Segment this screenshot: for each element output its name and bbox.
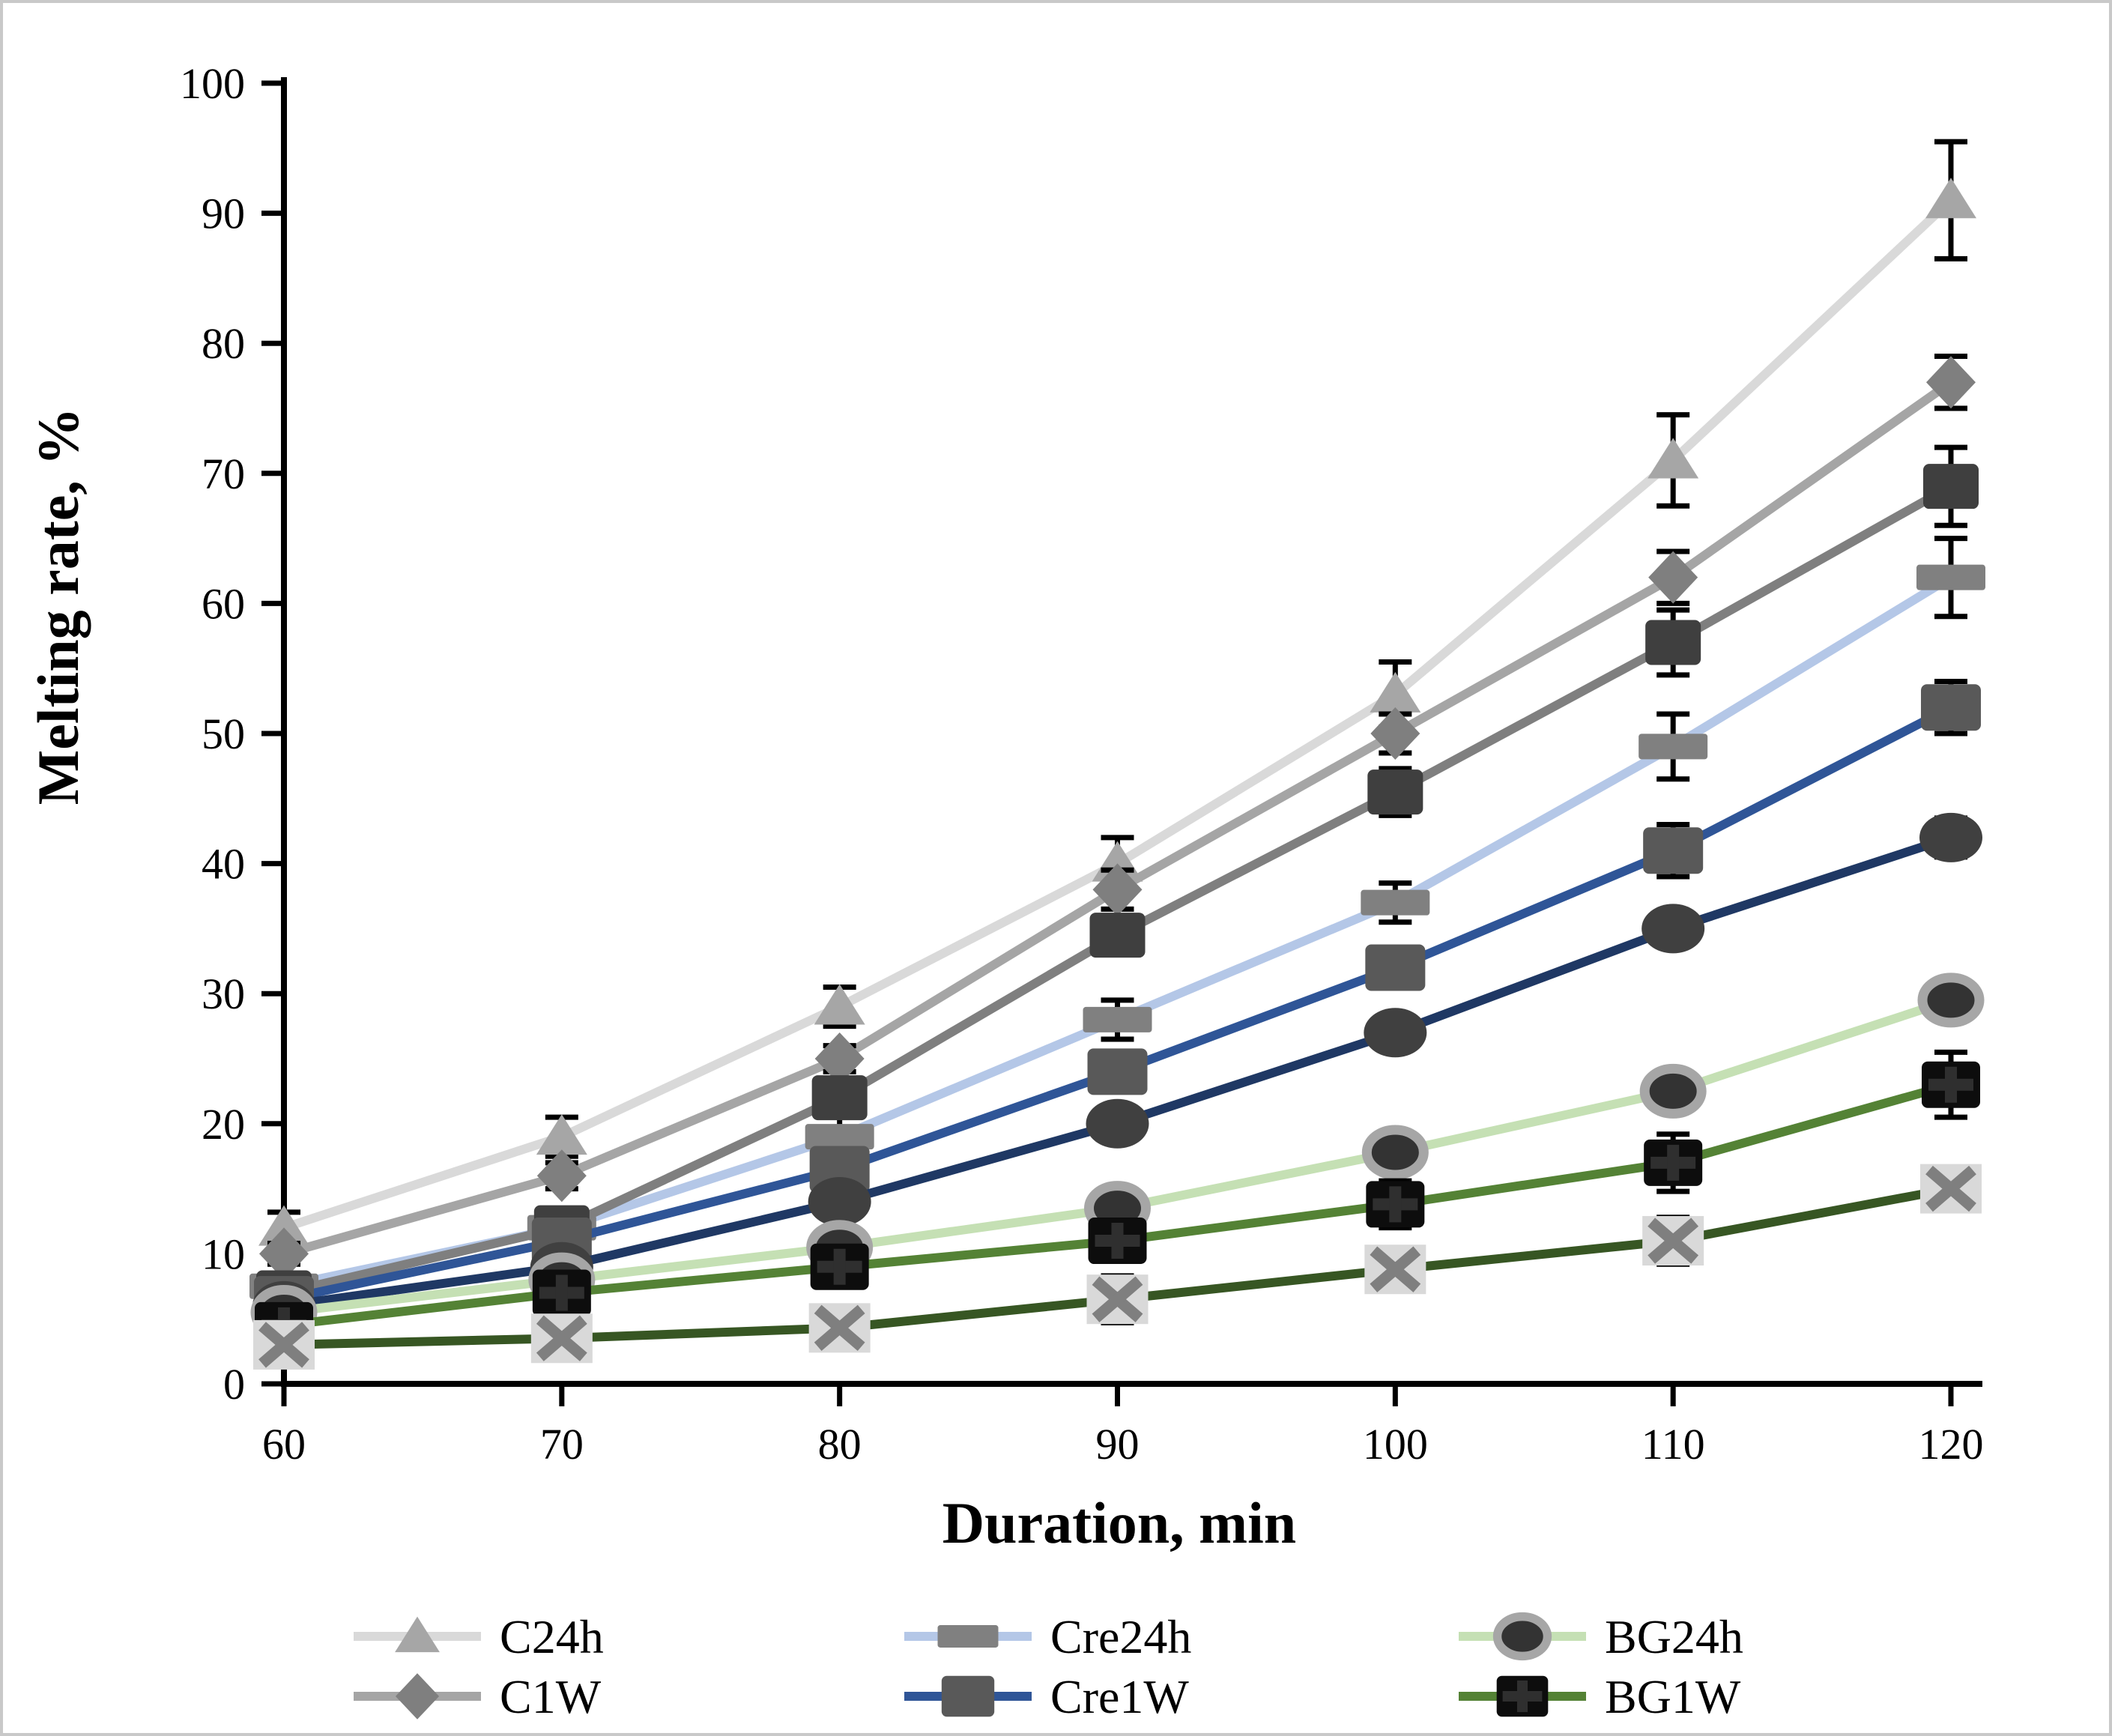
x-tick-label: 80 (818, 1420, 862, 1469)
series-unlabeled-8 (253, 1164, 1982, 1370)
x-tick-label: 110 (1642, 1420, 1705, 1469)
dash-marker (805, 1124, 874, 1150)
dash-marker (1916, 564, 1985, 590)
square-marker (1921, 684, 1981, 731)
square-marker (1923, 464, 1979, 509)
y-tick-label: 70 (202, 450, 245, 498)
x-stroke-2 (536, 1315, 587, 1361)
square-marker (811, 1075, 868, 1121)
legend-item-BG24h: BG24h (1459, 1610, 1743, 1663)
legend-label: C24h (500, 1610, 604, 1663)
legend-item-C24h: C24h (354, 1610, 604, 1663)
legend-item-Cre1W: Cre1W (904, 1670, 1189, 1723)
y-tick-label: 10 (202, 1230, 245, 1278)
y-tick-label: 20 (202, 1100, 245, 1149)
diamond-marker (1370, 707, 1420, 760)
triangle-marker (1370, 671, 1421, 713)
legend: C24h Cre24h BG24h C1W Cre1W BG1W (354, 1610, 1743, 1723)
legend-label: Cre1W (1050, 1670, 1189, 1723)
diamond-marker (259, 1227, 309, 1280)
diamond-marker (395, 1673, 440, 1720)
legend-item-Cre24h: Cre24h (904, 1610, 1191, 1663)
triangle-marker (1925, 178, 1976, 219)
legend-label: C1W (500, 1670, 602, 1723)
diamond-marker (1648, 551, 1698, 604)
diamond-marker (1092, 863, 1143, 916)
triangle-marker (395, 1616, 440, 1653)
y-tick-label: 0 (223, 1360, 245, 1409)
square-marker (1367, 769, 1423, 815)
dash-marker (1361, 889, 1430, 916)
circle-marker (1086, 1098, 1149, 1149)
series-C1W (259, 354, 1976, 1280)
square-marker (1089, 913, 1146, 958)
ring-circle-marker (1361, 1125, 1429, 1180)
y-axis-title: Melting rate, % (25, 408, 91, 805)
circle-marker (1364, 1008, 1427, 1058)
x-tick-label: 70 (540, 1420, 584, 1469)
diamond-marker (814, 1032, 865, 1085)
x-stroke-2 (1925, 1165, 1976, 1212)
circle-marker (808, 1176, 871, 1227)
x-tick-label: 120 (1919, 1420, 1984, 1469)
x-stroke-2 (814, 1304, 865, 1352)
dash-marker (937, 1625, 999, 1648)
diamond-marker (1926, 356, 1976, 409)
axes-layer: 0 10 20 30 40 50 60 70 80 90 100 60 70 80 90 100 110 120 (180, 59, 1984, 1469)
ring-circle-marker (1492, 1612, 1552, 1661)
legend-label: BG24h (1605, 1610, 1743, 1663)
square-marker (1645, 620, 1701, 665)
labels-layer: Melting rate, % Duration, min (25, 408, 1296, 1555)
dash-marker (1639, 734, 1708, 760)
square-marker (1643, 827, 1704, 874)
triangle-marker (1647, 438, 1699, 479)
dash-marker (1083, 1006, 1152, 1032)
y-tick-label: 30 (202, 970, 245, 1018)
series-layer (249, 139, 1985, 1370)
ring-circle-marker (1639, 1063, 1707, 1119)
x-stroke-2 (1092, 1276, 1143, 1322)
y-tick-label: 60 (202, 579, 245, 628)
legend-label: BG1W (1605, 1670, 1741, 1723)
x-axis-title: Duration, min (942, 1490, 1296, 1555)
square-marker (1365, 944, 1426, 991)
legend-label: Cre24h (1050, 1610, 1191, 1663)
y-tick-label: 50 (202, 710, 245, 758)
x-tick-label: 90 (1096, 1420, 1140, 1469)
y-tick-label: 80 (202, 319, 245, 368)
triangle-marker (814, 984, 865, 1025)
ring-circle-marker (1917, 973, 1985, 1028)
x-stroke-2 (1647, 1218, 1699, 1264)
x-tick-label: 60 (262, 1420, 306, 1469)
square-marker (941, 1675, 995, 1717)
diamond-marker (536, 1149, 587, 1203)
legend-item-C1W: C1W (354, 1670, 602, 1723)
triangle-marker (536, 1114, 587, 1155)
y-tick-label: 90 (202, 190, 245, 238)
y-tick-label: 40 (202, 840, 245, 889)
circle-marker (1642, 904, 1705, 954)
legend-item-BG1W: BG1W (1459, 1670, 1741, 1723)
y-tick-label: 100 (180, 59, 245, 108)
x-stroke-2 (258, 1322, 309, 1368)
circle-marker (1919, 812, 1982, 862)
square-marker (1087, 1048, 1148, 1095)
triangle-marker (258, 1205, 309, 1246)
x-stroke-2 (1370, 1246, 1421, 1292)
x-tick-label: 100 (1363, 1420, 1428, 1469)
